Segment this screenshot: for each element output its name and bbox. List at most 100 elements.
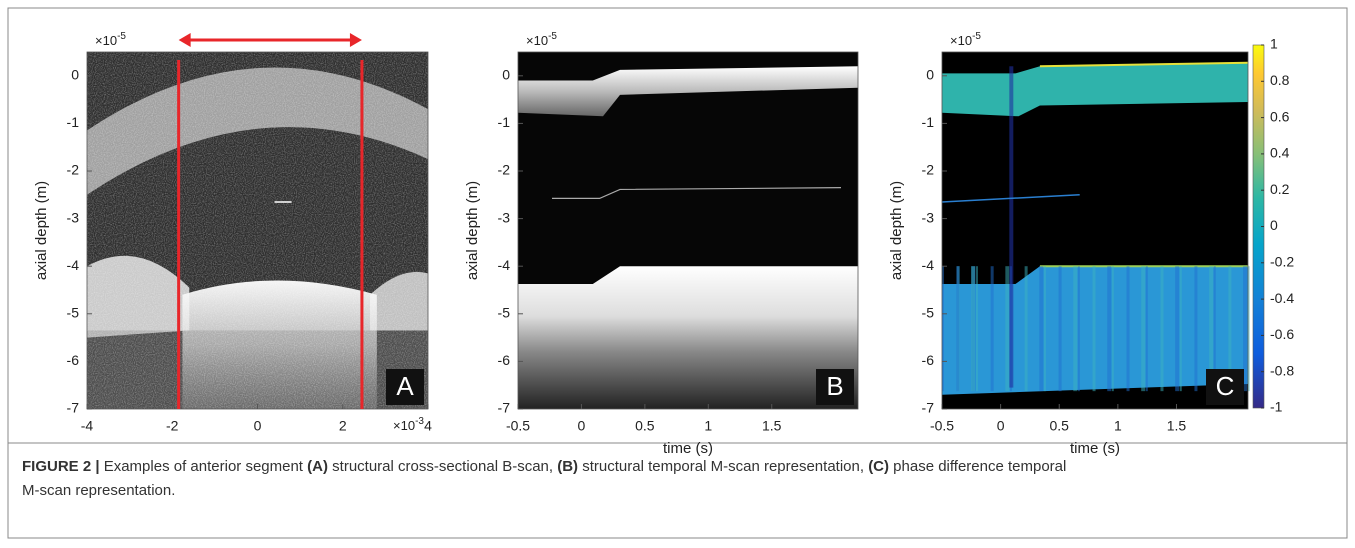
x-tick-label: -0.5 (930, 418, 954, 434)
y-multiplier: ×10-5 (95, 31, 126, 49)
colorbar-tick-label: -0.4 (1270, 290, 1294, 306)
y-tick-label: -2 (67, 162, 80, 178)
y-tick-label: -2 (922, 162, 935, 178)
stripe (1160, 266, 1164, 392)
colorbar-tick-label: -0.2 (1270, 254, 1294, 270)
stripe (1145, 266, 1148, 392)
speckle (87, 52, 428, 409)
figure-border (7, 7, 1348, 539)
caption-line: FIGURE 2 | Examples of anterior segment … (22, 458, 1066, 475)
stripe (942, 266, 944, 392)
y-axis-label: axial depth (m) (888, 181, 905, 280)
stripe (1194, 266, 1198, 392)
caption-bold: (C) (868, 458, 890, 475)
plot-frame (941, 51, 1249, 410)
x-tick-label: 0 (578, 418, 586, 434)
y-axis-label: axial depth (m) (464, 181, 481, 280)
y-tick-label: -7 (67, 400, 80, 416)
y-tick-label: -1 (498, 114, 511, 130)
x-tick-label: 1.5 (762, 418, 782, 434)
y-tick-label: 0 (926, 67, 934, 83)
panel-label-box (386, 369, 424, 405)
x-tick-label: 0 (997, 418, 1005, 434)
x-tick-label: 0 (254, 418, 262, 434)
anterior-band (942, 62, 1248, 117)
y-tick-label: -1 (922, 114, 935, 130)
y-tick-label: -6 (922, 352, 935, 368)
colorbar-tick-label: -0.8 (1270, 362, 1294, 378)
y-multiplier: ×10-5 (950, 31, 981, 49)
stripe (1209, 266, 1214, 392)
anterior-band (518, 66, 858, 117)
x-tick-label: 0.5 (1050, 418, 1070, 434)
x-tick-label: 1 (704, 418, 712, 434)
colorbar-tick-label: 0.4 (1270, 145, 1290, 161)
anterior-edge (1039, 61, 1249, 68)
y-tick-label: -3 (922, 209, 935, 225)
panel-label-box (1206, 369, 1244, 405)
x-tick-label: 1.5 (1167, 418, 1187, 434)
colorbar-tick-label: 0.8 (1270, 72, 1290, 88)
dark-stripe (1009, 66, 1014, 388)
y-tick-label: -5 (67, 305, 80, 321)
y-tick-label: -5 (498, 305, 511, 321)
x-tick-label: 1 (1114, 418, 1122, 434)
y-tick-label: -4 (922, 257, 935, 273)
stripe (1092, 266, 1096, 392)
panel-label-box (816, 369, 854, 405)
x-multiplier: ×10-3 (393, 416, 424, 434)
stripe (1024, 266, 1028, 392)
y-tick-label: -6 (67, 352, 80, 368)
x-tick-label: -0.5 (506, 418, 530, 434)
multiplier-exponent: -5 (548, 31, 557, 42)
stripe (1175, 266, 1180, 392)
stripe (1126, 266, 1130, 392)
stripe (1077, 266, 1080, 392)
stripe (975, 266, 978, 392)
caption-bold: FIGURE 2 | (22, 458, 100, 475)
stripe (1213, 266, 1216, 392)
caption-text: Examples of anterior segment (99, 458, 308, 475)
caption-text: M-scan representation. (22, 482, 176, 499)
caption-bold: (B) (557, 458, 579, 475)
multiplier-exponent: -5 (972, 31, 981, 42)
y-tick-label: -5 (922, 305, 935, 321)
stripe (971, 266, 976, 392)
y-tick-label: -3 (67, 209, 80, 225)
multiplier-base: ×10 (526, 33, 548, 48)
y-tick-label: -4 (67, 257, 80, 273)
y-axis-label: axial depth (m) (33, 181, 50, 280)
x-tick-label: 4 (424, 418, 432, 434)
caption-text: phase difference temporal (889, 458, 1067, 475)
stripe (1141, 266, 1146, 392)
stripe (1039, 266, 1044, 392)
reflection-line (552, 187, 842, 199)
caption-text: structural cross-sectional B-scan, (327, 458, 558, 475)
stripe (1228, 266, 1232, 392)
y-tick-label: -3 (498, 209, 511, 225)
caption-text: structural temporal M-scan representatio… (578, 458, 869, 475)
stripe (1111, 266, 1114, 392)
multiplier-exponent: -3 (415, 416, 424, 427)
colorbar-tick-label: -0.6 (1270, 326, 1294, 342)
stripe (1005, 266, 1010, 392)
y-tick-label: -7 (498, 400, 511, 416)
stripe (1247, 266, 1250, 392)
colorbar-tick-label: 0.2 (1270, 181, 1290, 197)
stripe (1058, 266, 1062, 392)
panel-label: C (1216, 371, 1235, 401)
colorbar-tick-label: 0 (1270, 217, 1278, 233)
panel-label: A (396, 371, 414, 401)
caption-line: M-scan representation. (22, 482, 175, 499)
stripe (956, 266, 960, 392)
panel-label: B (826, 371, 843, 401)
x-tick-label: 2 (339, 418, 347, 434)
x-axis-label: time (s) (663, 440, 713, 457)
x-tick-label: -4 (81, 418, 94, 434)
colorbar-tick-label: -1 (1270, 399, 1283, 415)
y-tick-label: -1 (67, 114, 80, 130)
stripe (1073, 266, 1078, 392)
lens-band (518, 266, 858, 409)
